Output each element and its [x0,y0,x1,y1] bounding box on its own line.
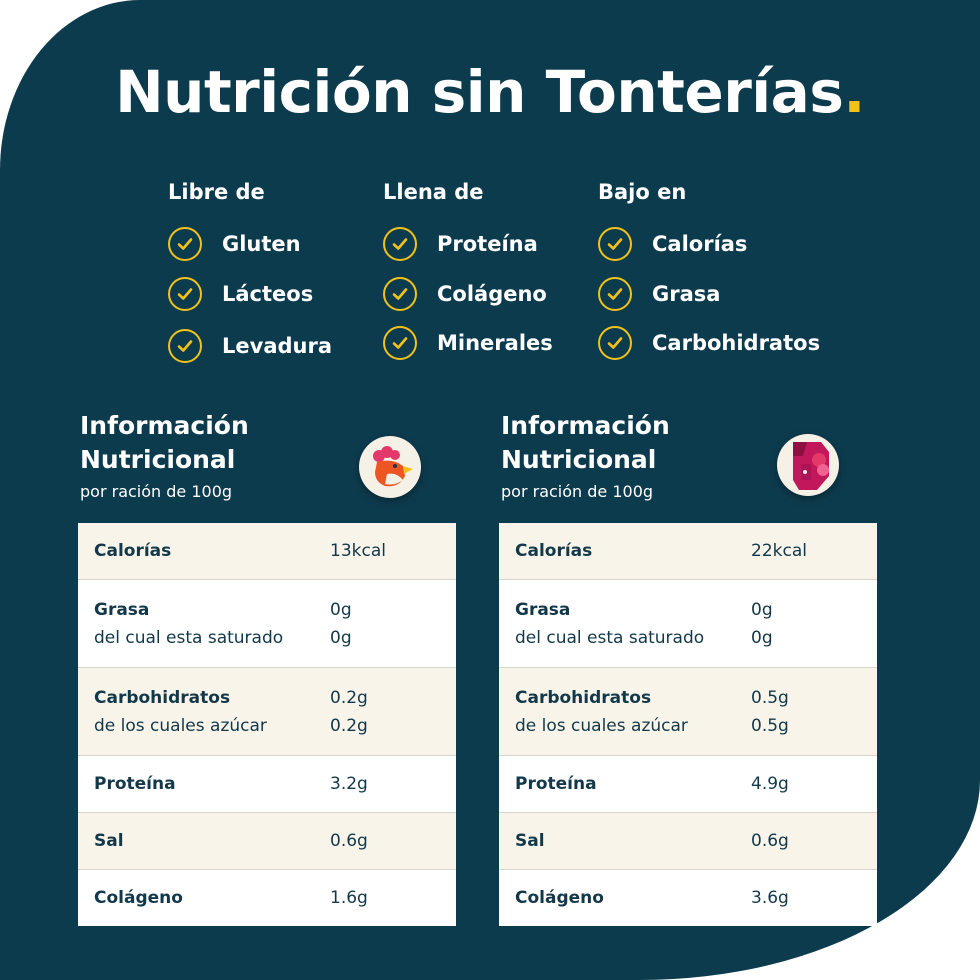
benefit-label: Colágeno [437,282,547,306]
benefit-item: Lácteos [168,277,313,311]
nutrition-table: Calorías 22kcal Grasa del cual esta satur… [499,523,877,926]
nutrition-subtitle: por ración de 100g [80,482,233,501]
benefit-label: Minerales [437,331,553,355]
benefits-free-from: Libre de Gluten Lácteos Levadura [168,180,332,363]
benefits-full-of: Llena de Proteína Colágeno Minerales [383,180,553,360]
row-label: Calorías [94,541,172,561]
row-value: 0.2g [330,687,368,708]
row-value: 0.6g [330,831,368,851]
benefit-item: Calorías [598,227,747,261]
table-row: Calorías 13kcal [78,523,456,580]
table-row: Sal 0.6g [499,812,877,870]
check-icon [598,277,632,311]
benefit-label: Calorías [652,232,748,256]
check-icon [383,227,417,261]
benefit-label: Gluten [222,232,301,256]
nutrition-heading-line1: Información [80,411,249,440]
row-sublabel: del cual esta saturado [515,627,705,648]
row-value: 0.5g [751,687,789,708]
row-label: Colágeno [94,888,183,908]
row-label: Proteína [94,774,176,794]
benefit-item: Proteína [383,227,538,261]
table-row: Sal 0.6g [78,812,456,870]
nutrition-heading-line1: Información [501,411,670,440]
benefit-item: Levadura [168,329,332,363]
nutrition-heading-line2: Nutricional [80,445,236,474]
row-value: 0g [751,599,773,620]
row-label: Grasa [515,599,571,620]
row-label: Sal [515,831,545,851]
check-icon [383,277,417,311]
benefit-item: Minerales [383,326,553,360]
row-subvalue: 0.5g [751,715,789,736]
chicken-icon [359,436,421,498]
table-row: Proteína 4.9g [499,755,877,813]
check-icon [168,329,202,363]
title-dot: . [843,58,865,126]
benefit-label: Levadura [222,334,332,358]
row-label: Grasa [94,599,150,620]
row-subvalue: 0g [330,627,352,648]
row-value: 0.6g [751,831,789,851]
row-value: 4.9g [751,774,789,794]
benefits-low-in: Bajo en Calorías Grasa Carbohidratos [598,180,820,360]
nutrition-heading: Información Nutricional [80,409,249,477]
row-label: Calorías [515,541,593,561]
benefit-label: Carbohidratos [652,331,821,355]
nutrition-table: Calorías 13kcal Grasa del cual esta satur… [78,523,456,926]
row-sublabel: de los cuales azúcar [515,715,688,736]
row-label: Proteína [515,774,597,794]
benefit-item: Colágeno [383,277,547,311]
table-row: Calorías 22kcal [499,523,877,580]
row-value: 1.6g [330,888,368,908]
benefit-label: Proteína [437,232,538,256]
table-row: Proteína 3.2g [78,755,456,813]
table-row: Grasa del cual esta saturado 0g 0g [499,579,877,668]
row-subvalue: 0.2g [330,715,368,736]
row-label: Carbohidratos [94,687,231,708]
row-value: 13kcal [330,541,386,561]
benefits-heading: Bajo en [598,180,687,204]
benefit-label: Grasa [652,282,721,306]
nutrition-heading-line2: Nutricional [501,445,657,474]
cow-icon [777,434,839,496]
benefit-label: Lácteos [222,282,314,306]
row-sublabel: de los cuales azúcar [94,715,267,736]
table-row: Grasa del cual esta saturado 0g 0g [78,579,456,668]
check-icon [383,326,417,360]
row-label: Carbohidratos [515,687,652,708]
check-icon [598,326,632,360]
table-row: Colágeno 1.6g [78,869,456,926]
table-row: Carbohidratos de los cuales azúcar 0.5g 0.… [499,667,877,756]
table-row: Colágeno 3.6g [499,869,877,926]
nutrition-subtitle: por ración de 100g [501,482,654,501]
row-subvalue: 0g [751,627,773,648]
check-icon [598,227,632,261]
row-sublabel: del cual esta saturado [94,627,284,648]
page-title: Nutrición sin Tonterías. [115,58,865,126]
check-icon [168,227,202,261]
row-value: 22kcal [751,541,807,561]
row-value: 3.2g [330,774,368,794]
check-icon [168,277,202,311]
row-label: Sal [94,831,124,851]
row-value: 3.6g [751,888,789,908]
benefits-heading: Llena de [383,180,484,204]
benefit-item: Carbohidratos [598,326,820,360]
row-label: Colágeno [515,888,604,908]
benefit-item: Gluten [168,227,301,261]
table-row: Carbohidratos de los cuales azúcar 0.2g 0.… [78,667,456,756]
benefits-heading: Libre de [168,180,265,204]
benefit-item: Grasa [598,277,720,311]
nutrition-heading: Información Nutricional [501,409,670,477]
row-value: 0g [330,599,352,620]
